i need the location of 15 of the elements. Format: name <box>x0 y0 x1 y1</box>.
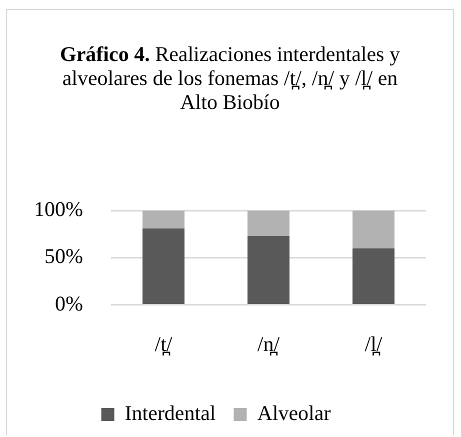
bar <box>247 236 290 304</box>
y-tick-label: 50% <box>44 244 83 268</box>
bar <box>142 228 184 304</box>
legend-label: Alveolar <box>257 401 331 426</box>
bar <box>142 210 184 228</box>
y-tick-label: 0% <box>54 291 83 316</box>
bar <box>352 210 394 248</box>
x-tick-label: /l̪/ <box>364 332 382 356</box>
bar <box>247 210 290 236</box>
legend-label: Interdental <box>124 401 216 426</box>
x-tick-label: /n̪/ <box>257 332 280 356</box>
x-tick-label: /t̪/ <box>154 332 172 356</box>
chart-title: Gráfico 4. Realizaciones interdentales y alveolares de los fonemas /t̪/, /n̪/ y /l̪/ en Alto Biobío <box>59 42 401 114</box>
y-tick-label: 100% <box>34 197 83 222</box>
bar <box>352 248 394 304</box>
